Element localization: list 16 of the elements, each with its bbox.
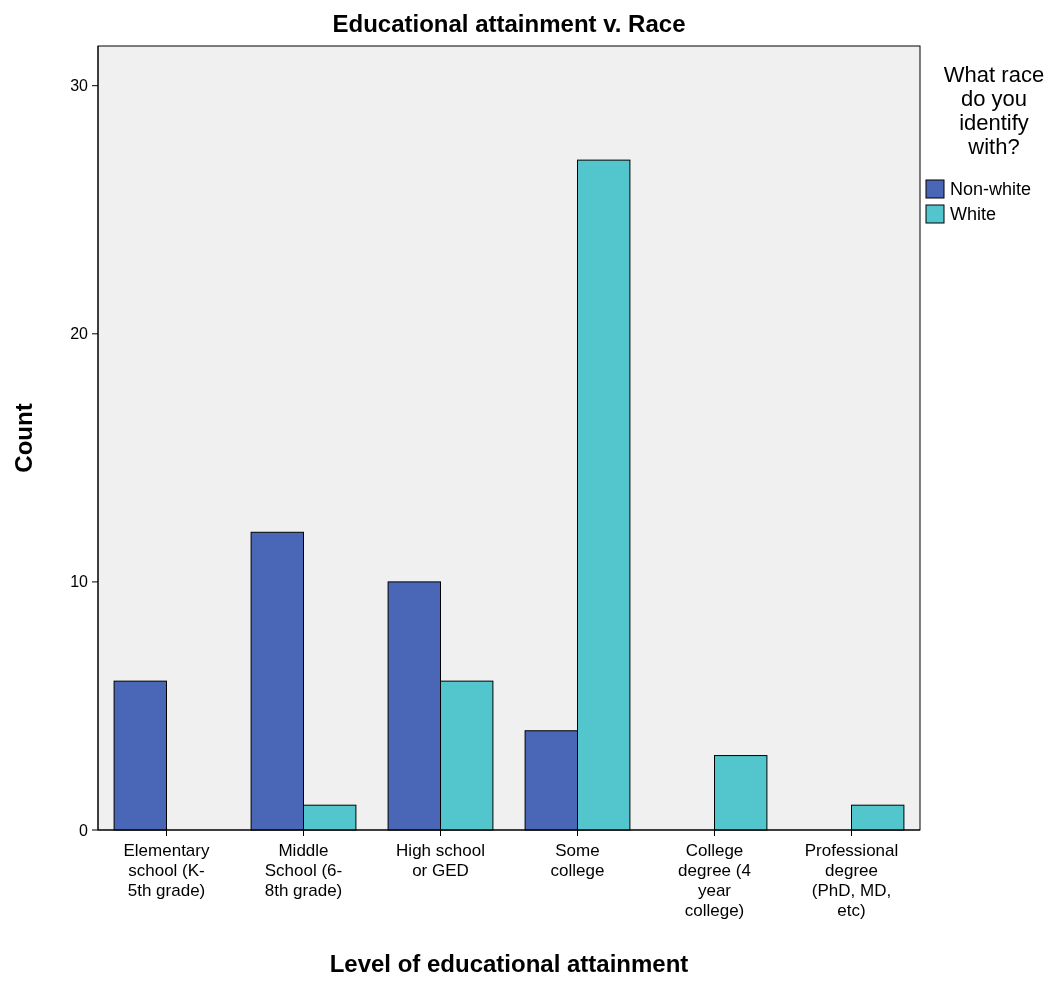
x-tick-label: Elementary school (K-5th grade) xyxy=(123,841,210,900)
x-tick-label: High school or GED xyxy=(396,841,485,880)
x-tick-label: Professional degree (PhD, MD, etc) xyxy=(804,841,899,920)
chart-title: Educational attainment v. Race xyxy=(332,10,686,37)
y-axis-title: Count xyxy=(10,403,37,473)
y-tick-label: 30 xyxy=(70,77,89,95)
x-tick-label: Some college xyxy=(550,841,605,880)
legend-label: Non-white xyxy=(950,179,1032,200)
x-axis-title: Level of educational attainment xyxy=(329,950,689,977)
x-tick-label: College degree (4 year college) xyxy=(678,841,751,920)
y-tick-label: 0 xyxy=(79,821,89,839)
x-tick-label: Middle School (6-8th grade) xyxy=(264,841,343,900)
y-tick-label: 20 xyxy=(70,325,89,343)
y-tick-label: 10 xyxy=(70,573,89,591)
legend-label: White xyxy=(950,204,997,225)
legend-title: What race do you identify with? xyxy=(943,62,1045,159)
